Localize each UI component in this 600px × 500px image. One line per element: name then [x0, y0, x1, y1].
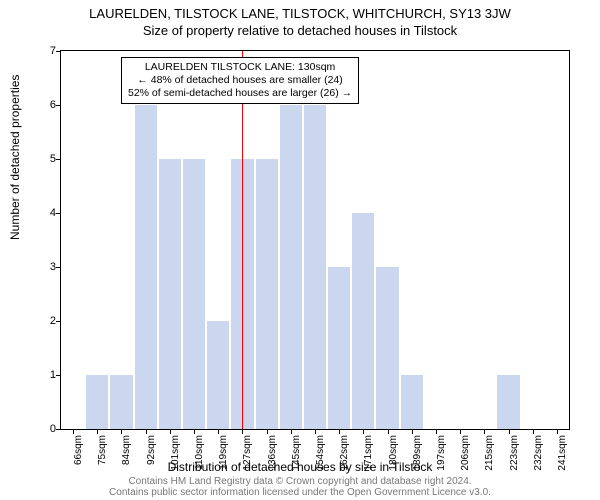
histogram-bar [327, 267, 351, 429]
y-tick-mark [56, 105, 60, 106]
info-box-line: ← 48% of detached houses are smaller (24… [128, 74, 352, 87]
histogram-bar [109, 375, 133, 429]
y-tick-label: 6 [40, 99, 56, 111]
x-tick-mark [533, 430, 534, 434]
x-tick-mark [315, 430, 316, 434]
plot-area: LAURELDEN TILSTOCK LANE: 130sqm← 48% of … [60, 50, 570, 430]
y-tick-label: 1 [40, 369, 56, 381]
histogram-bar [400, 375, 424, 429]
x-tick-mark [388, 430, 389, 434]
x-tick-mark [363, 430, 364, 434]
y-tick-label: 7 [40, 45, 56, 57]
x-tick-mark [557, 430, 558, 434]
y-tick-mark [56, 321, 60, 322]
histogram-bar [134, 105, 158, 429]
x-tick-mark [97, 430, 98, 434]
histogram-bar [158, 159, 182, 429]
y-axis-label: Number of detached properties [8, 75, 22, 240]
x-tick-mark [484, 430, 485, 434]
marker-line [242, 51, 243, 429]
attribution-line-2: Contains public sector information licen… [0, 487, 600, 498]
x-tick-mark [339, 430, 340, 434]
x-tick-mark [170, 430, 171, 434]
x-tick-mark [412, 430, 413, 434]
x-tick-mark [242, 430, 243, 434]
y-tick-mark [56, 159, 60, 160]
y-tick-mark [56, 51, 60, 52]
x-tick-mark [194, 430, 195, 434]
attribution-line-1: Contains HM Land Registry data © Crown c… [0, 476, 600, 487]
x-axis-label: Distribution of detached houses by size … [0, 460, 600, 474]
y-tick-mark [56, 213, 60, 214]
x-tick-mark [460, 430, 461, 434]
histogram-bar [85, 375, 109, 429]
histogram-bar [206, 321, 230, 429]
info-box: LAURELDEN TILSTOCK LANE: 130sqm← 48% of … [121, 57, 359, 104]
x-tick-mark [509, 430, 510, 434]
x-tick-mark [146, 430, 147, 434]
histogram-bar [496, 375, 520, 429]
y-tick-mark [56, 267, 60, 268]
info-box-line: 52% of semi-detached houses are larger (… [128, 87, 352, 100]
chart-title-1: LAURELDEN, TILSTOCK LANE, TILSTOCK, WHIT… [0, 0, 600, 21]
x-tick-mark [121, 430, 122, 434]
histogram-bar [303, 105, 327, 429]
x-tick-mark [218, 430, 219, 434]
histogram-bar [375, 267, 399, 429]
histogram-bar [279, 105, 303, 429]
y-tick-label: 2 [40, 315, 56, 327]
histogram-bar [182, 159, 206, 429]
chart-title-2: Size of property relative to detached ho… [0, 21, 600, 38]
info-box-line: LAURELDEN TILSTOCK LANE: 130sqm [128, 61, 352, 74]
histogram-bar [351, 213, 375, 429]
y-tick-label: 0 [40, 423, 56, 435]
x-tick-mark [267, 430, 268, 434]
y-tick-mark [56, 375, 60, 376]
x-tick-mark [436, 430, 437, 434]
x-tick-mark [73, 430, 74, 434]
attribution: Contains HM Land Registry data © Crown c… [0, 476, 600, 498]
y-tick-label: 5 [40, 153, 56, 165]
y-tick-label: 4 [40, 207, 56, 219]
y-tick-label: 3 [40, 261, 56, 273]
x-tick-mark [291, 430, 292, 434]
histogram-bar [255, 159, 279, 429]
y-tick-mark [56, 429, 60, 430]
